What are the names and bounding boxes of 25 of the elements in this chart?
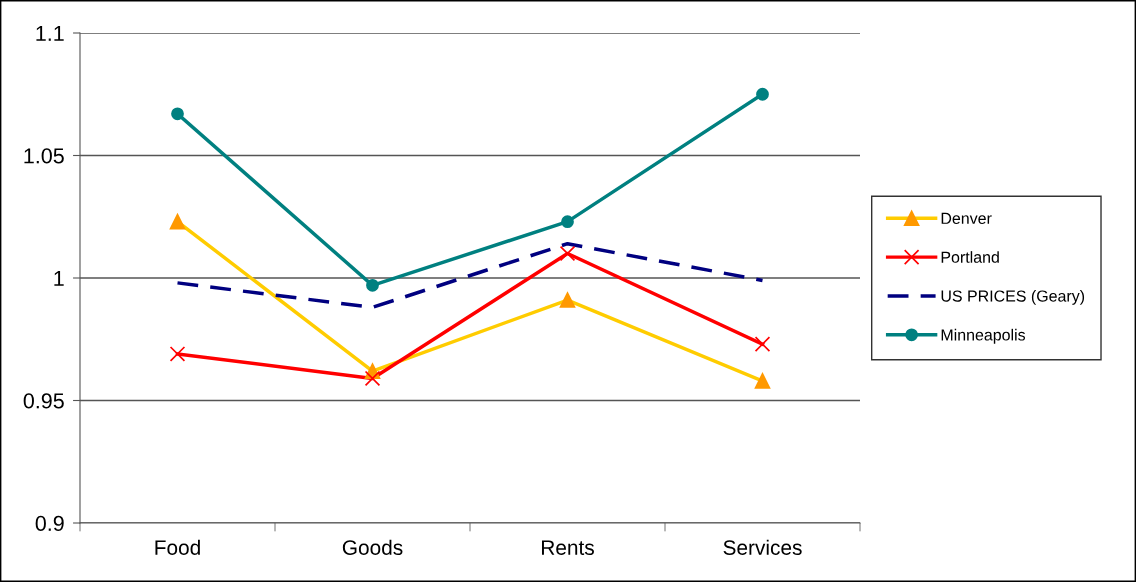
y-tick-label: 1.1	[36, 25, 64, 41]
point	[366, 278, 379, 292]
x-tick-label: Goods	[342, 539, 403, 555]
y-tick-label: 0.95	[23, 393, 64, 409]
point	[171, 107, 184, 121]
x-tick-label: Rents	[542, 540, 594, 555]
point	[364, 370, 381, 387]
point	[559, 245, 576, 262]
point	[754, 336, 771, 352]
x-tick-label: Services	[723, 539, 802, 555]
legend-label: Denver	[941, 212, 992, 225]
point	[756, 87, 769, 101]
y-tick-label: 1	[54, 270, 64, 286]
x-tick-label: Food	[155, 539, 200, 555]
line-series	[175, 241, 765, 310]
point	[754, 373, 771, 389]
legend-label: US PRICES (Geary)	[941, 289, 1085, 305]
y-tick-label: 0.9	[35, 515, 64, 532]
point	[169, 213, 186, 230]
y-tick-label: 1.05	[24, 148, 64, 164]
point	[561, 215, 574, 229]
point	[559, 292, 576, 308]
legend-label: Portland	[941, 251, 999, 263]
point	[169, 346, 186, 362]
legend-label: Minneapolis	[941, 328, 1026, 344]
